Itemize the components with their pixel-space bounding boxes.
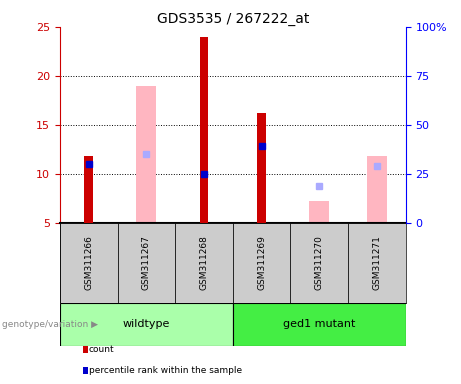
Bar: [200, 36, 208, 223]
Text: GSM311270: GSM311270: [315, 236, 324, 290]
Text: GSM311266: GSM311266: [84, 236, 93, 290]
Text: GSM311269: GSM311269: [257, 236, 266, 290]
Bar: [84, 156, 93, 223]
Text: GSM311271: GSM311271: [372, 236, 381, 290]
Bar: [233, 303, 406, 346]
Bar: [348, 223, 406, 303]
Title: GDS3535 / 267222_at: GDS3535 / 267222_at: [157, 12, 309, 26]
Text: GSM311268: GSM311268: [200, 236, 208, 290]
Bar: [290, 223, 348, 303]
Text: genotype/variation ▶: genotype/variation ▶: [2, 320, 98, 329]
Text: count: count: [89, 345, 114, 354]
Bar: [136, 86, 156, 223]
Bar: [257, 113, 266, 223]
Text: GSM311267: GSM311267: [142, 236, 151, 290]
Text: wildtype: wildtype: [123, 319, 170, 329]
Bar: [367, 156, 387, 223]
Bar: [60, 303, 233, 346]
Bar: [309, 201, 329, 223]
Bar: [118, 223, 175, 303]
Bar: [233, 223, 290, 303]
Text: percentile rank within the sample: percentile rank within the sample: [89, 366, 242, 375]
Bar: [60, 223, 118, 303]
Text: ged1 mutant: ged1 mutant: [283, 319, 355, 329]
Bar: [175, 223, 233, 303]
